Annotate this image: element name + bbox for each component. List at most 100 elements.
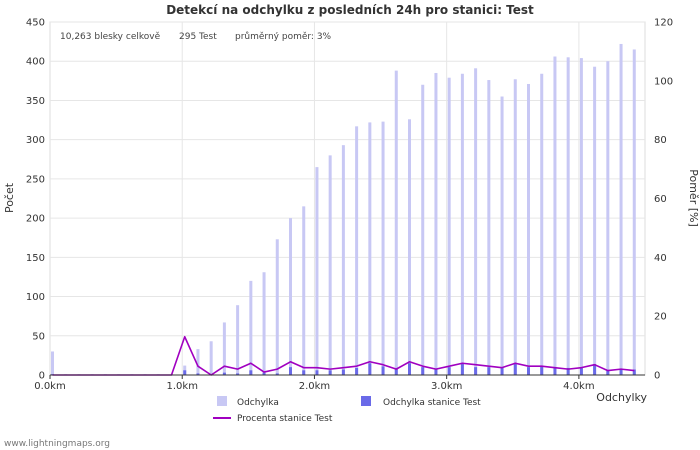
x-axis-label: Odchylky [596,391,647,404]
bar-odchylka-stanice [315,370,319,375]
y-tick-left-400: 400 [26,57,45,68]
bar-odchylka-stanice [619,368,623,375]
y-tick-left-200: 200 [26,214,45,225]
bar-odchylka-stanice [341,369,345,375]
y-axis-label-left: Počet [3,182,16,213]
bar-odchylka-stanice [289,367,292,375]
bar-odchylka [606,61,610,375]
y-tick-left-100: 100 [26,292,45,303]
y-tick-right-120: 120 [654,18,673,29]
legend-label-odchylka: Odchylka [237,398,279,408]
bar-odchylka-stanice [196,373,200,375]
bar-odchylka [447,77,451,375]
bar-odchylka-stanice [302,370,306,375]
bar-odchylka [355,126,359,375]
bar-odchylka-stanice [553,367,557,375]
bar-odchylka [51,351,54,375]
bar-odchylka [474,68,478,375]
bar-odchylka-stanice [434,368,438,375]
y-axis-label-right: Poměr [%] [687,169,700,227]
x-tick-3.0km: 3.0km [431,381,462,392]
bar-odchylka [553,56,557,375]
x-tick-0.0km: 0.0km [34,381,65,392]
bar-odchylka-stanice [474,367,478,375]
bar-odchylka [421,84,425,375]
bar-odchylka-stanice [183,370,187,375]
bar-odchylka-stanice [460,364,464,375]
bar-odchylka [368,122,372,375]
stats-station: 295 Test [179,32,217,42]
bar-odchylka [315,167,319,375]
bar-odchylka [632,49,636,375]
bar-odchylka-stanice [421,367,425,375]
y-tick-left-250: 250 [26,174,45,185]
x-tick-2.0km: 2.0km [299,381,330,392]
grid [49,21,646,376]
bar-odchylka [593,66,597,376]
y-tick-left-50: 50 [32,331,45,342]
bar-odchylka [513,79,517,376]
bar-odchylka-stanice [394,368,398,375]
bar-odchylka-stanice [368,363,372,375]
bar-odchylka [289,218,292,375]
legend-label-odchylka-stanice: Odchylka stanice Test [383,398,481,408]
bar-odchylka-stanice [447,367,451,375]
y-tick-left-0: 0 [39,371,45,382]
bar-odchylka [249,280,253,375]
bar-odchylka [196,349,200,375]
footer-credit: www.lightningmaps.org [4,439,110,449]
bar-odchylka [394,70,398,375]
bar-odchylka-stanice [540,366,544,375]
x-tick-4.0km: 4.0km [563,381,594,392]
y-tick-right-60: 60 [654,194,667,205]
bar-odchylka-stanice [632,369,636,375]
y-tick-left-300: 300 [26,135,45,146]
axes [49,374,645,379]
bar-odchylka [487,80,491,375]
legend-swatch-odchylka-stanice [361,396,371,406]
bar-odchylka [381,121,385,375]
y-tick-right-20: 20 [654,312,667,323]
bars [51,43,636,376]
chart-title: Detekcí na odchylku z posledních 24h pro… [166,3,534,17]
bar-odchylka [500,96,504,376]
y-tick-right-0: 0 [654,371,660,382]
stats-ratio: průměrný poměr: 3% [235,31,332,42]
bar-odchylka-stanice [527,367,530,375]
bar-odchylka [527,83,530,376]
bar-odchylka [619,43,623,375]
legend-swatch-odchylka [217,396,227,406]
bar-odchylka [408,119,411,375]
legend-label-procenta: Procenta stanice Test [237,414,333,424]
bar-odchylka-stanice [500,367,504,375]
bar-odchylka-stanice [606,370,610,375]
bar-odchylka-stanice [236,373,240,375]
legend: Odchylka Odchylka stanice Test Procenta … [213,396,481,424]
bar-odchylka-stanice [579,367,583,375]
bar-odchylka-stanice [275,373,279,375]
stats-total: 10,263 blesky celkově [60,32,161,42]
bar-odchylka [328,155,332,375]
bar-odchylka [222,322,226,375]
bar-odchylka-stanice [566,367,570,375]
bar-odchylka-stanice [593,364,597,375]
bar-odchylka-stanice [513,364,517,375]
bar-odchylka-stanice [408,363,411,375]
bar-odchylka [209,341,213,375]
bar-odchylka-stanice [328,370,332,375]
bar-odchylka [566,57,570,376]
bar-odchylka [579,58,583,376]
bar-odchylka [434,72,438,375]
x-tick-1.0km: 1.0km [167,381,198,392]
bar-odchylka-stanice [249,370,253,375]
bar-odchylka-stanice [222,372,226,375]
tick-labels: 0 50 100 150 200 250 300 350 400 450 0 20 40 60 80 100 1… [26,18,673,393]
bar-odchylka-stanice [381,366,385,375]
y-tick-right-80: 80 [654,135,667,146]
bar-odchylka-stanice [355,367,359,375]
bar-odchylka [275,239,279,375]
y-tick-left-150: 150 [26,253,45,264]
y-tick-right-40: 40 [654,253,667,264]
bar-odchylka-stanice [487,367,491,375]
